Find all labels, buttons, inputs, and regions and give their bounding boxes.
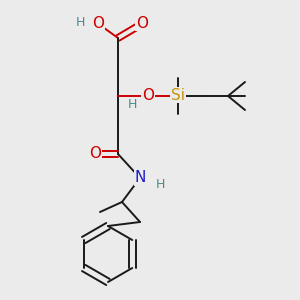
Text: H: H [127, 98, 137, 110]
Text: H: H [155, 178, 165, 191]
Text: O: O [89, 146, 101, 161]
Text: O: O [142, 88, 154, 103]
Text: O: O [92, 16, 104, 31]
Text: N: N [134, 170, 146, 185]
Text: Si: Si [171, 88, 185, 103]
Text: O: O [136, 16, 148, 31]
Text: H: H [75, 16, 85, 29]
